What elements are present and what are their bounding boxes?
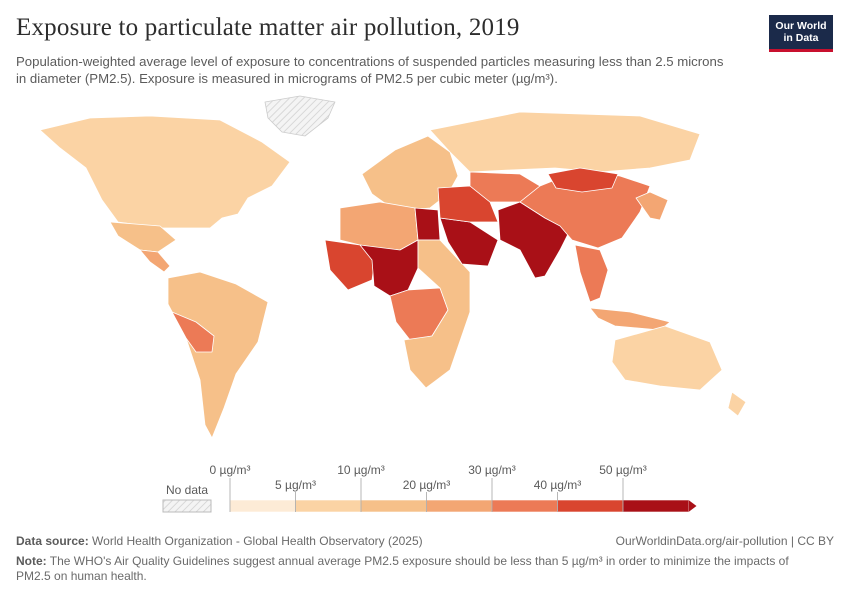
legend-swatch-0[interactable]: [229, 499, 296, 513]
legend-label-3: 20 µg/m³: [403, 478, 451, 492]
region-south-america[interactable]: [167, 271, 269, 439]
logo-line-2: in Data: [783, 32, 819, 44]
owid-logo[interactable]: Our World in Data: [769, 15, 833, 52]
legend-label-6: 50 µg/m³: [599, 463, 647, 477]
region-russia[interactable]: [429, 111, 701, 173]
legend-no-data-swatch[interactable]: [162, 499, 212, 513]
footnote: Note: The WHO's Air Quality Guidelines s…: [16, 554, 796, 584]
region-southeast-asia[interactable]: [574, 244, 609, 303]
world-map: [39, 95, 747, 439]
region-greenland[interactable]: [264, 95, 336, 137]
region-egypt[interactable]: [414, 207, 441, 241]
region-new-zealand[interactable]: [727, 391, 747, 417]
region-north-africa[interactable]: [339, 201, 419, 251]
region-southern-africa[interactable]: [403, 239, 471, 389]
data-source-label: Data source:: [16, 534, 89, 548]
map-legend: No data 0 µg/m³ 5 µg/m³ 10 µg/m³ 20 µg/m³ 30…: [162, 463, 697, 513]
note-label: Note:: [16, 554, 47, 568]
note-text: The WHO's Air Quality Guidelines suggest…: [16, 554, 789, 583]
region-japan-korea[interactable]: [635, 191, 669, 221]
region-australia[interactable]: [611, 325, 723, 391]
data-source: Data source: World Health Organization -…: [16, 534, 423, 548]
legend-swatch-3[interactable]: [426, 499, 493, 513]
legend-label-4: 30 µg/m³: [468, 463, 516, 477]
legend-swatch-2[interactable]: [360, 499, 427, 513]
source-url[interactable]: OurWorldinData.org/air-pollution | CC BY: [615, 534, 834, 548]
legend-swatch-5[interactable]: [557, 499, 624, 513]
legend-swatch-6[interactable]: [622, 499, 689, 513]
legend-swatch-4[interactable]: [491, 499, 558, 513]
chart-subtitle: Population-weighted average level of exp…: [16, 54, 724, 86]
region-indonesia[interactable]: [589, 307, 671, 331]
legend-swatch-1[interactable]: [295, 499, 362, 513]
region-central-america[interactable]: [139, 249, 171, 273]
legend-label-1: 5 µg/m³: [275, 478, 316, 492]
legend-no-data-label: No data: [166, 483, 208, 497]
region-mongolia[interactable]: [547, 167, 619, 193]
legend-label-2: 10 µg/m³: [337, 463, 385, 477]
logo-line-1: Our World: [775, 20, 827, 32]
region-north-america[interactable]: [39, 115, 291, 229]
chart-title: Exposure to particulate matter air pollu…: [16, 14, 520, 41]
legend-label-0: 0 µg/m³: [210, 463, 251, 477]
legend-label-5: 40 µg/m³: [534, 478, 582, 492]
data-source-text[interactable]: World Health Organization - Global Healt…: [92, 534, 423, 548]
region-bolivia-peru[interactable]: [171, 311, 215, 353]
legend-arrow: [688, 500, 697, 512]
